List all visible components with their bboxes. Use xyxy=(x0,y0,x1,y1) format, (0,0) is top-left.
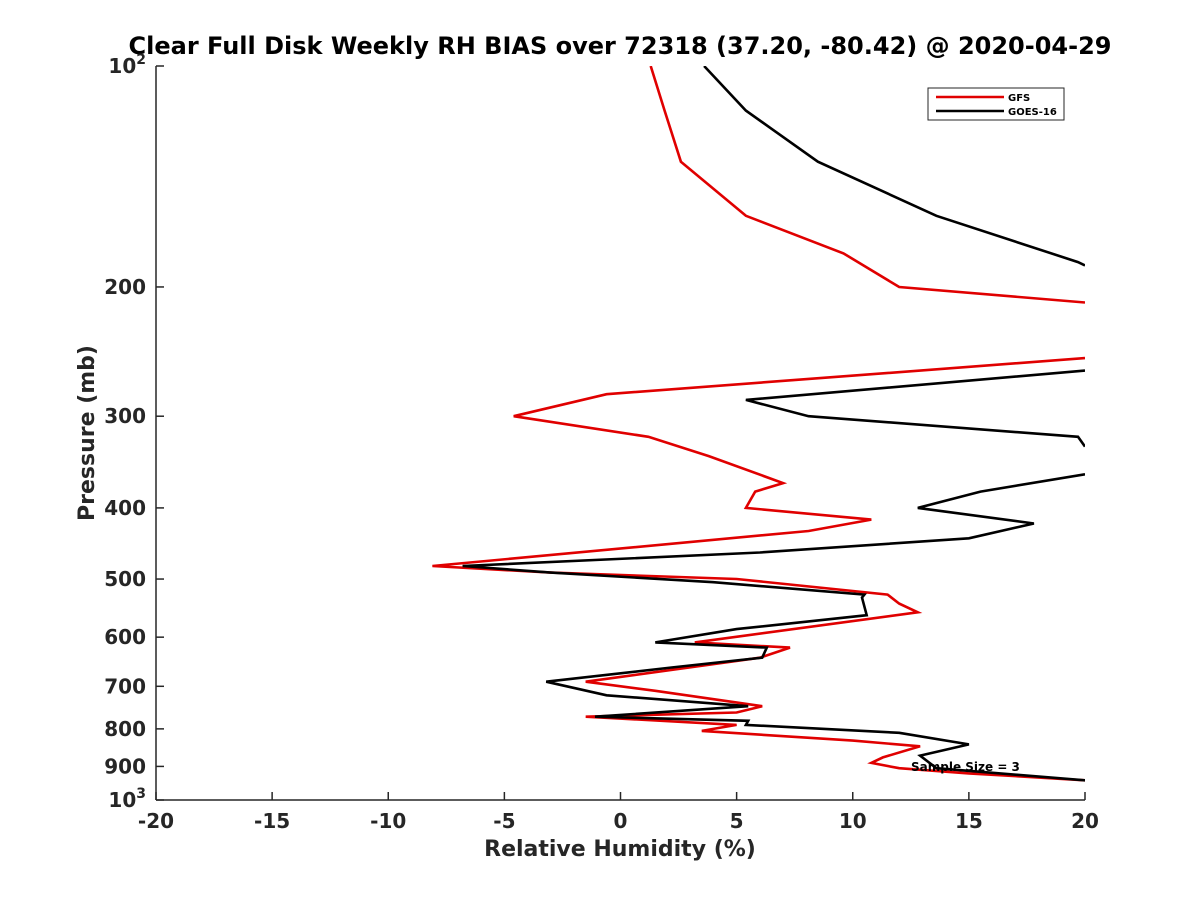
y-tick-label: 300 xyxy=(104,404,146,428)
chart-title: Clear Full Disk Weekly RH BIAS over 7231… xyxy=(129,32,1112,60)
y-tick-label: 800 xyxy=(104,717,146,741)
x-tick-label: -5 xyxy=(493,809,515,833)
y-tick-label: 102 xyxy=(108,52,146,78)
x-tick-label: -10 xyxy=(370,809,406,833)
x-tick-label: -20 xyxy=(138,809,174,833)
series-line-goes16 xyxy=(462,66,1085,782)
y-tick-label: 900 xyxy=(104,754,146,778)
legend-label-gfs: GFS xyxy=(1008,93,1030,104)
y-axis-label: Pressure (mb) xyxy=(75,345,100,521)
y-tick-label: 200 xyxy=(104,275,146,299)
legend: GFS GOES-16 xyxy=(927,87,1065,121)
series-line-gfs xyxy=(432,66,1085,782)
x-tick-label: 20 xyxy=(1071,809,1099,833)
x-tick-label: -15 xyxy=(254,809,290,833)
x-tick-label: 15 xyxy=(955,809,983,833)
y-tick-label: 600 xyxy=(104,625,146,649)
legend-box xyxy=(927,87,1065,121)
x-tick-label: 10 xyxy=(839,809,867,833)
y-axis-ticks: 102 200 300 400 500 600 700 800 900 103 xyxy=(104,52,164,812)
x-tick-label: 5 xyxy=(730,809,744,833)
plot-area xyxy=(432,66,1085,782)
legend-label-goes16: GOES-16 xyxy=(1008,107,1057,118)
x-axis-ticks: -20 -15 -10 -5 0 5 10 15 20 xyxy=(138,792,1099,833)
x-tick-label: 0 xyxy=(614,809,628,833)
x-axis-label: Relative Humidity (%) xyxy=(484,837,756,862)
y-tick-label: 700 xyxy=(104,674,146,698)
y-tick-label: 400 xyxy=(104,496,146,520)
y-tick-label: 103 xyxy=(108,786,146,812)
y-tick-label: 500 xyxy=(104,567,146,591)
sample-size-annotation: Sample Size = 3 xyxy=(911,760,1020,774)
